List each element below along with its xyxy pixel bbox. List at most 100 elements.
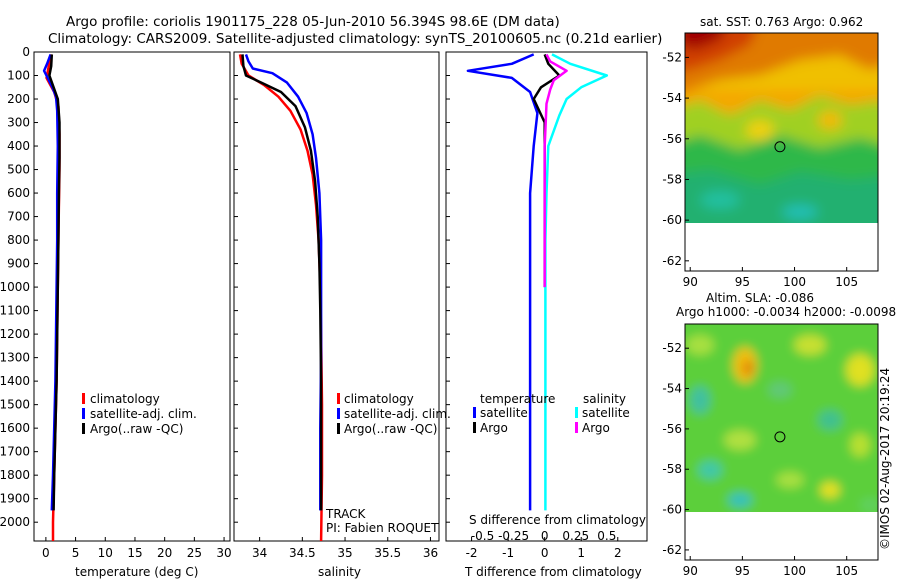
series-argo-raw-qc- <box>48 54 61 511</box>
map-y-tick-label: -60 <box>662 503 682 517</box>
map-y-tick-label: -52 <box>662 341 682 355</box>
legend-label: Argo(..raw -QC) <box>90 422 183 436</box>
figure-title-line1: Argo profile: coriolis 1901175_228 05-Ju… <box>66 14 560 30</box>
temperature-series <box>42 53 61 541</box>
temperature-axes <box>33 51 231 542</box>
x-tick-label: 30 <box>216 546 231 560</box>
sla-map-title1: Altim. SLA: -0.086 <box>706 291 814 305</box>
depth-tick-label: 1400 <box>0 374 30 388</box>
temperature-x-axis: 0 5 10 15 20 25 30 <box>42 537 232 560</box>
depth-tick-label: 900 <box>7 257 30 271</box>
map-x-tick-label: 90 <box>683 564 698 578</box>
pi-label: PI: Fabien ROQUET <box>326 521 439 535</box>
series-salinity-satellite <box>544 53 609 511</box>
temperature-legend: climatology satellite-adj. clim. Argo(..… <box>82 392 197 436</box>
sst-heatmap <box>685 33 878 223</box>
depth-tick-label: 1700 <box>0 445 30 459</box>
x-tick-label: 34.5 <box>289 546 316 560</box>
map-x-tick-label: 95 <box>735 564 750 578</box>
depth-tick-label: 700 <box>7 210 30 224</box>
depth-tick-label: 200 <box>7 92 30 106</box>
depth-tick-label: 1000 <box>0 280 30 294</box>
x-tick-label: 2 <box>614 546 622 560</box>
difference-x-axis: -2 -1 0 1 2 <box>466 537 622 560</box>
depth-tick-label: 2000 <box>0 515 30 529</box>
argo-position-circle-icon <box>774 431 786 443</box>
difference-xlabel-top: S difference from climatology <box>469 513 646 527</box>
credit-label: ©IMOS 02-Aug-2017 20:19:24 <box>878 368 892 550</box>
top-tick-label: -0.5 <box>471 529 494 543</box>
depth-tick-label: 1200 <box>0 327 30 341</box>
legend-swatch-climatology <box>337 393 340 404</box>
legend-heading-salinity: salinity <box>583 392 626 406</box>
difference-top-axis: -0.5 -0.25 0 0.25 0.5 <box>471 529 617 543</box>
legend-swatch-climatology <box>82 393 85 404</box>
x-tick-label: 34 <box>252 546 267 560</box>
salinity-axes <box>233 51 440 542</box>
depth-axis: 0 100 200 300 400 500 600 700 800 900 1000 1100 1200… <box>0 45 450 529</box>
legend-label: satellite-adj. clim. <box>344 407 451 421</box>
figure-title-line2: Climatology: CARS2009. Satellite-adjuste… <box>48 31 662 47</box>
legend-label: Argo <box>480 421 508 435</box>
sla-map-frame <box>684 323 879 561</box>
series-satellite-adj-clim- <box>244 53 323 511</box>
depth-tick-label: 100 <box>7 69 30 83</box>
map-y-tick-label: -60 <box>662 213 682 227</box>
legend-label: satellite <box>582 406 630 420</box>
sst-map-axes: 90 95 100 105 -52 -54 -56 -58 -60 -62 <box>662 50 858 289</box>
depth-tick-label: 1500 <box>0 398 30 412</box>
x-tick-label: 20 <box>157 546 172 560</box>
temperature-xlabel: temperature (deg C) <box>75 565 198 579</box>
x-tick-label: 36 <box>423 546 438 560</box>
depth-tick-label: 500 <box>7 163 30 177</box>
salinity-series <box>238 53 324 542</box>
legend-swatch-t-argo <box>473 422 476 433</box>
x-tick-label: 5 <box>72 546 80 560</box>
x-tick-label: -1 <box>502 546 514 560</box>
x-tick-label: 35.5 <box>374 546 401 560</box>
depth-tick-label: 800 <box>7 233 30 247</box>
map-x-tick-label: 100 <box>783 564 806 578</box>
legend-label: satellite-adj. clim. <box>90 407 197 421</box>
sla-heatmap <box>685 324 878 512</box>
map-y-tick-label: -58 <box>662 462 682 476</box>
depth-tick-label: 1800 <box>0 468 30 482</box>
depth-tick-label: 1300 <box>0 351 30 365</box>
x-tick-label: 0 <box>541 546 549 560</box>
map-y-tick-label: -58 <box>662 172 682 186</box>
depth-tick-label: 400 <box>7 139 30 153</box>
map-y-tick-label: -52 <box>662 50 682 64</box>
x-tick-label: 15 <box>127 546 142 560</box>
legend-swatch-argo <box>337 423 340 434</box>
depth-tick-label: 1900 <box>0 492 30 506</box>
map-x-tick-label: 95 <box>735 275 750 289</box>
top-tick-label: -0.25 <box>498 529 529 543</box>
sla-map-title2: Argo h1000: -0.0034 h2000: -0.0098 <box>676 305 896 319</box>
depth-tick-label: 300 <box>7 116 30 130</box>
series-argo-raw-qc- <box>241 54 323 511</box>
legend-swatch-satellite <box>337 408 340 419</box>
legend-label: satellite <box>480 406 528 420</box>
legend-label: climatology <box>344 392 414 406</box>
legend-swatch-t-satellite <box>473 407 476 418</box>
legend-label: climatology <box>90 392 160 406</box>
salinity-x-axis: 34 34.5 35 35.5 36 <box>252 537 438 560</box>
sst-map-title: sat. SST: 0.763 Argo: 0.962 <box>700 15 863 29</box>
map-y-tick-label: -54 <box>662 91 682 105</box>
difference-legend: temperature salinity satellite Argo sate… <box>473 392 630 435</box>
argo-position-circle-icon <box>774 141 786 153</box>
sla-map-axes: 90 95 100 105 -52 -54 -56 -58 -60 -62 <box>662 341 858 578</box>
difference-series <box>466 53 609 511</box>
x-tick-label: -2 <box>466 546 478 560</box>
series-temperature-satellite <box>466 53 539 511</box>
map-x-tick-label: 90 <box>683 275 698 289</box>
difference-xlabel: T difference from climatology <box>464 565 642 579</box>
map-x-tick-label: 105 <box>835 564 858 578</box>
track-label: TRACK <box>325 507 367 521</box>
x-tick-label: 35 <box>337 546 352 560</box>
legend-swatch-s-satellite <box>575 407 578 418</box>
map-x-tick-label: 100 <box>783 275 806 289</box>
map-y-tick-label: -54 <box>662 382 682 396</box>
legend-swatch-argo <box>82 423 85 434</box>
